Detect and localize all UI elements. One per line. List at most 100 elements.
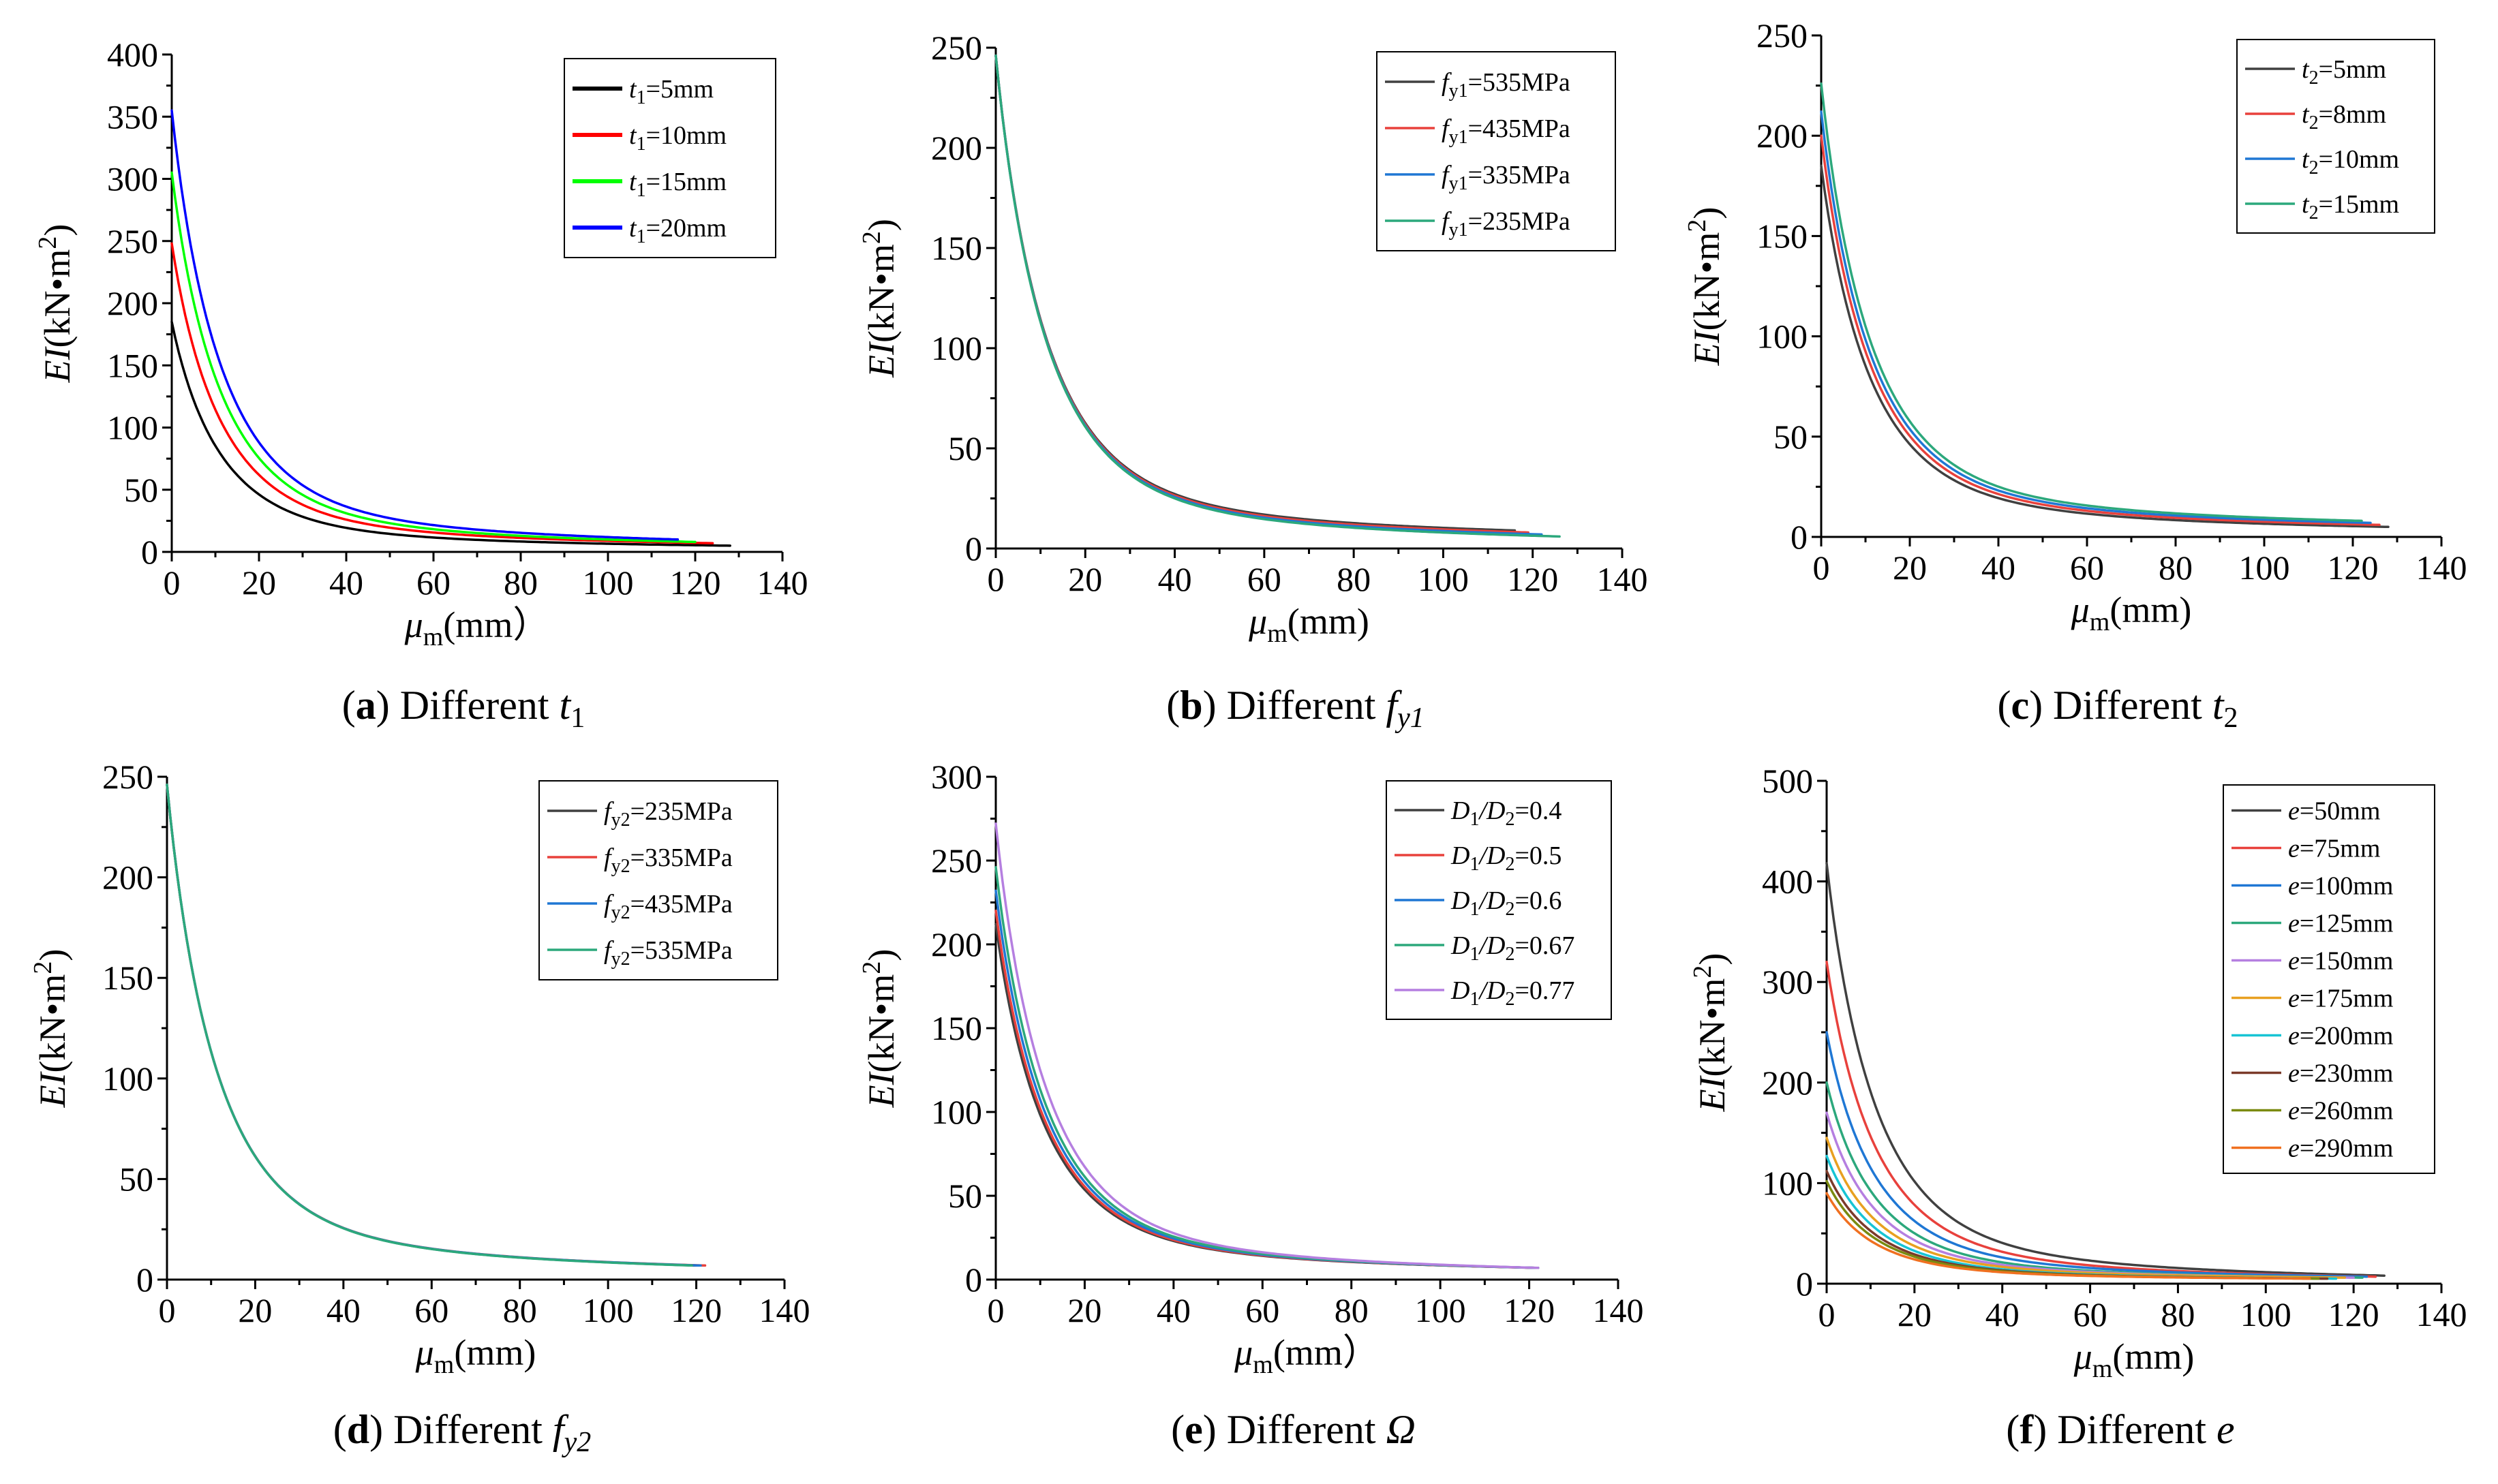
- x-tick-label: 0: [1818, 1295, 1836, 1333]
- series-line: [1825, 1031, 2368, 1278]
- legend-label: t2=5mm: [2302, 55, 2386, 89]
- x-tick-label: 80: [504, 563, 538, 602]
- legend-label: e=50mm: [2288, 797, 2380, 826]
- x-tick-label: 120: [2328, 548, 2379, 587]
- y-tick-label: 100: [102, 1060, 153, 1098]
- x-tick-label: 120: [670, 563, 721, 602]
- legend-label: t1=10mm: [629, 121, 727, 155]
- x-axis-title: μm(mm）: [404, 604, 550, 651]
- legend-label: t1=20mm: [629, 214, 727, 247]
- series-line: [170, 242, 714, 544]
- series-line: [1820, 110, 2372, 525]
- x-tick-label: 20: [1068, 560, 1102, 598]
- x-tick-label: 60: [416, 563, 451, 602]
- x-tick-label: 80: [503, 1291, 537, 1329]
- x-tick-label: 20: [238, 1291, 272, 1329]
- x-tick-label: 40: [326, 1291, 361, 1329]
- y-tick-label: 100: [1756, 318, 1808, 356]
- chart-panel-f: 0 20 40 60 80 100 120 140 0 100 200 300 400 500 μm(mm)…: [1688, 762, 2467, 1452]
- chart-panel-d: 0 20 40 60 80 100 120 140 0 50 100 150 200 250 μm(mm) E…: [29, 758, 810, 1458]
- y-axis-title: EI(kN•m2): [857, 949, 902, 1109]
- panel-caption: (a) Different t1: [342, 683, 585, 734]
- legend-label: t1=15mm: [629, 168, 727, 201]
- panel-caption: (f) Different e: [2006, 1407, 2234, 1452]
- x-tick-label: 100: [2240, 1295, 2291, 1333]
- x-tick-label: 140: [759, 1291, 810, 1329]
- x-tick-label: 40: [1158, 560, 1192, 598]
- series-line: [170, 320, 731, 547]
- chart-panel-e: 0 20 40 60 80 100 120 140 0 50 100 150 200 250 300 μm(m…: [857, 758, 1644, 1452]
- y-tick-label: 100: [1762, 1164, 1813, 1202]
- x-tick-label: 20: [242, 563, 276, 602]
- series-line: [994, 822, 1540, 1269]
- x-tick-label: 40: [329, 563, 363, 602]
- legend-label: fy2=435MPa: [604, 890, 733, 923]
- legend: [2236, 39, 2435, 234]
- y-tick-label: 250: [931, 29, 982, 67]
- x-tick-label: 40: [1985, 1295, 2020, 1333]
- x-tick-label: 140: [2416, 1295, 2467, 1333]
- legend-label: fy2=335MPa: [604, 844, 733, 877]
- x-tick-label: 80: [1335, 1291, 1369, 1329]
- x-tick-label: 120: [2328, 1295, 2379, 1333]
- series-line: [1820, 164, 2390, 529]
- x-tick-label: 80: [1337, 560, 1371, 598]
- y-tick-label: 100: [931, 1093, 982, 1131]
- x-axis-title: μm(mm): [1248, 601, 1369, 648]
- x-tick-label: 140: [2416, 548, 2467, 587]
- series-line: [1820, 134, 2381, 527]
- y-tick-label: 400: [1762, 863, 1813, 901]
- y-tick-label: 200: [107, 284, 158, 322]
- y-tick-label: 250: [1756, 16, 1808, 55]
- x-tick-label: 80: [2159, 548, 2193, 587]
- legend-label: D1/D2=0.4: [1450, 797, 1562, 830]
- legend-label: e=100mm: [2288, 872, 2393, 901]
- legend-label: t1=5mm: [629, 75, 714, 108]
- x-tick-label: 0: [1813, 548, 1830, 587]
- legend-label: t2=8mm: [2302, 100, 2386, 134]
- chart-panel-b: 0 20 40 60 80 100 120 140 0 50 100 150 200 250 μm(mm) E…: [857, 29, 1648, 734]
- y-tick-label: 50: [1773, 418, 1808, 456]
- series-line: [1825, 1137, 2347, 1279]
- series-line: [170, 171, 697, 544]
- y-axis-title: EI(kN•m2): [857, 219, 902, 378]
- x-axis-title: μm(mm): [2071, 589, 2192, 636]
- y-tick-label: 150: [102, 959, 153, 997]
- x-tick-label: 20: [1893, 548, 1927, 587]
- y-tick-label: 0: [136, 1261, 153, 1299]
- y-tick-label: 150: [931, 229, 982, 267]
- x-tick-label: 100: [1418, 560, 1469, 598]
- series-line: [1820, 82, 2363, 523]
- legend-label: e=260mm: [2288, 1097, 2393, 1126]
- x-tick-label: 60: [414, 1291, 448, 1329]
- x-tick-label: 140: [757, 563, 808, 602]
- legend-label: e=125mm: [2288, 910, 2393, 938]
- y-tick-label: 200: [931, 925, 982, 963]
- legend-label: D1/D2=0.77: [1450, 976, 1574, 1010]
- x-tick-label: 80: [2161, 1295, 2195, 1333]
- y-tick-label: 50: [948, 429, 982, 467]
- x-axis-title: μm(mm): [2073, 1336, 2195, 1383]
- series-line: [1825, 862, 2386, 1277]
- y-tick-label: 250: [107, 222, 158, 260]
- x-tick-label: 20: [1898, 1295, 1932, 1333]
- legend-label: e=290mm: [2288, 1134, 2393, 1163]
- legend: [1376, 51, 1616, 251]
- y-tick-label: 500: [1762, 762, 1813, 800]
- legend-label: e=200mm: [2288, 1022, 2393, 1051]
- x-tick-label: 0: [159, 1291, 176, 1329]
- legend-label: fy1=235MPa: [1442, 207, 1570, 241]
- y-tick-label: 200: [1762, 1064, 1813, 1102]
- y-axis-title: EI(kN•m2): [1683, 207, 1727, 367]
- legend-label: e=175mm: [2288, 985, 2393, 1013]
- y-tick-label: 300: [1762, 963, 1813, 1001]
- x-tick-label: 100: [1415, 1291, 1466, 1329]
- y-tick-label: 350: [107, 97, 158, 136]
- y-tick-label: 50: [948, 1177, 982, 1215]
- y-tick-label: 200: [931, 129, 982, 167]
- x-tick-label: 140: [1593, 1291, 1644, 1329]
- x-tick-label: 140: [1597, 560, 1648, 598]
- chart-panel-a: 0 20 40 60 80 100 120 140 0 50 100 150 200 250 300 350 4…: [33, 35, 808, 734]
- x-tick-label: 40: [1157, 1291, 1191, 1329]
- legend-label: fy2=235MPa: [604, 797, 733, 831]
